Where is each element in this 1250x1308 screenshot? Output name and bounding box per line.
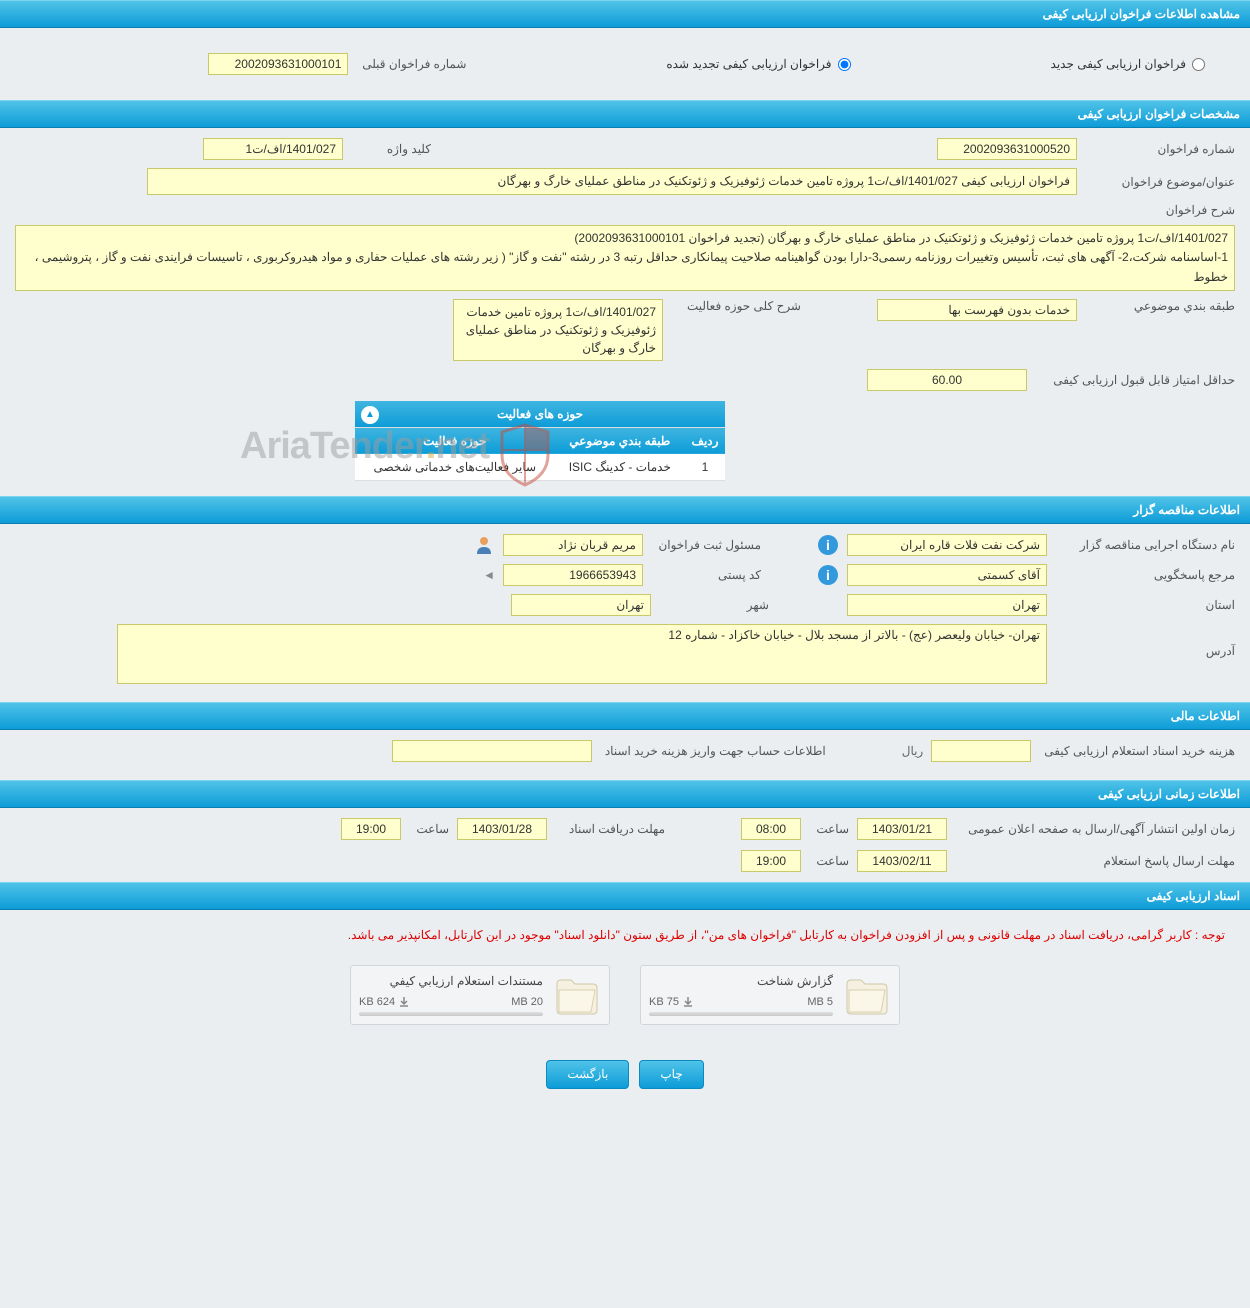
- info-icon[interactable]: i: [817, 534, 839, 556]
- doc-progress-2: [359, 1012, 543, 1016]
- doc-card-1[interactable]: گزارش شناخت 5 MB 75 KB: [640, 965, 900, 1025]
- doc-title-1: گزارش شناخت: [649, 974, 833, 988]
- reply-date: 1403/02/11: [857, 850, 947, 872]
- timing-section: زمان اولین انتشار آگهی/ارسال به صفحه اعل…: [0, 808, 1250, 882]
- city-label: شهر: [659, 598, 769, 612]
- min-score-label: حداقل امتیاز قابل قبول ارزیابی کیفی: [1035, 373, 1235, 387]
- responder-label: مرجع پاسخگویی: [1055, 568, 1235, 582]
- call-type-section: فراخوان ارزیابی کیفی جدید فراخوان ارزیاب…: [0, 28, 1250, 100]
- province-value: تهران: [847, 594, 1047, 616]
- postal-value: 1966653943: [503, 564, 643, 586]
- rial-label: ریال: [902, 744, 924, 758]
- prev-call-label: شماره فراخوان قبلی: [356, 57, 466, 71]
- announce-label: زمان اولین انتشار آگهی/ارسال به صفحه اعل…: [955, 822, 1235, 836]
- registrar-label: مسئول ثبت فراخوان: [651, 538, 761, 552]
- download-icon: [682, 996, 694, 1008]
- radio-new-call-input[interactable]: [1192, 58, 1205, 71]
- doc-progress-1: [649, 1012, 833, 1016]
- financial-section: هزینه خرید اسناد استعلام ارزیابی کیفی ری…: [0, 730, 1250, 780]
- prev-call-value: 2002093631000101: [208, 53, 348, 75]
- radio-new-call-label: فراخوان ارزیابی کیفی جدید: [1051, 57, 1186, 71]
- min-score-value: 60.00: [867, 369, 1027, 391]
- documents-section: توجه : کاربر گرامی، دریافت اسناد در مهلت…: [0, 910, 1250, 1139]
- folder-icon: [553, 974, 601, 1016]
- user-icon[interactable]: [473, 534, 495, 556]
- responder-value: آقای کسمتی: [847, 564, 1047, 586]
- print-button[interactable]: چاپ: [639, 1060, 703, 1089]
- reply-hour: 19:00: [741, 850, 801, 872]
- documents-header: اسناد ارزیابی کیفی: [0, 882, 1250, 910]
- postal-label: کد پستی: [651, 568, 761, 582]
- call-no-value: 2002093631000520: [937, 138, 1077, 160]
- receive-hour-label: ساعت: [409, 822, 449, 836]
- keyword-label: کلید واژه: [351, 142, 431, 156]
- spec-section: شماره فراخوان 2002093631000520 کلید واژه…: [0, 128, 1250, 496]
- col-row: ردیف: [685, 427, 725, 454]
- category-value: خدمات بدون فهرست بها: [877, 299, 1077, 321]
- account-value: [392, 740, 592, 762]
- receive-label: مهلت دریافت اسناد: [555, 822, 665, 836]
- warning-text: توجه : کاربر گرامی، دریافت اسناد در مهلت…: [15, 920, 1235, 950]
- receive-hour: 19:00: [341, 818, 401, 840]
- city-value: تهران: [511, 594, 651, 616]
- table-row: 1 خدمات - کدینگ ISIC سایر فعالیت‌های خدم…: [355, 454, 725, 481]
- folder-icon: [843, 974, 891, 1016]
- doc-title-2: مستندات استعلام ارزیابي کیفي: [359, 974, 543, 988]
- doc-max-2: 20 MB: [511, 996, 543, 1008]
- radio-renewed-call[interactable]: فراخوان ارزیابی کیفی تجدید شده: [666, 57, 850, 71]
- address-label: آدرس: [1055, 624, 1235, 658]
- dropdown-icon[interactable]: ◄: [483, 568, 495, 582]
- page-title-bar: مشاهده اطلاعات فراخوان ارزیابی کیفی: [0, 0, 1250, 28]
- keyword-value: 1401/027/اف/ت1: [203, 138, 343, 160]
- doc-size-1: 75 KB: [649, 996, 679, 1008]
- doc-size-2: 624 KB: [359, 996, 395, 1008]
- category-label: طبقه بندي موضوعي: [1085, 299, 1235, 313]
- collapse-icon[interactable]: ▲: [361, 406, 379, 424]
- announce-hour: 08:00: [741, 818, 801, 840]
- scope-label: شرح کلی حوزه فعالیت: [671, 299, 801, 313]
- doc-card-2[interactable]: مستندات استعلام ارزیابي کیفي 20 MB 624 K…: [350, 965, 610, 1025]
- spec-header: مشخصات فراخوان ارزیابی کیفی: [0, 100, 1250, 128]
- svg-text:i: i: [826, 537, 830, 553]
- radio-new-call[interactable]: فراخوان ارزیابی کیفی جدید: [1051, 57, 1205, 71]
- subject-value: فراخوان ارزیابی کیفی 1401/027/اف/ت1 پروژ…: [147, 168, 1077, 195]
- cost-label: هزینه خرید اسناد استعلام ارزیابی کیفی: [1039, 744, 1235, 758]
- agency-value: شرکت نفت فلات قاره ایران: [847, 534, 1047, 556]
- back-button[interactable]: بازگشت: [546, 1060, 629, 1089]
- desc-label: شرح فراخوان: [1085, 203, 1235, 217]
- col-scope: حوزه فعالیت: [355, 427, 555, 454]
- activity-table-title: حوزه های فعالیت ▲: [355, 401, 725, 428]
- scope-value: 1401/027/اف/ت1 پروژه تامین خدمات ژئوفیزی…: [453, 299, 663, 361]
- reply-hour-label: ساعت: [809, 854, 849, 868]
- col-cat: طبقه بندي موضوعي: [555, 427, 685, 454]
- announce-hour-label: ساعت: [809, 822, 849, 836]
- info-icon-2[interactable]: i: [817, 564, 839, 586]
- cost-value: [931, 740, 1031, 762]
- radio-renewed-call-input[interactable]: [838, 58, 851, 71]
- account-label: اطلاعات حساب جهت واریز هزینه خرید اسناد: [600, 744, 826, 758]
- subject-label: عنوان/موضوع فراخوان: [1085, 175, 1235, 189]
- doc-max-1: 5 MB: [807, 996, 833, 1008]
- financial-header: اطلاعات مالی: [0, 702, 1250, 730]
- agency-label: نام دستگاه اجرایی مناقصه گزار: [1055, 538, 1235, 552]
- radio-renewed-call-label: فراخوان ارزیابی کیفی تجدید شده: [666, 57, 831, 71]
- address-value: تهران- خیابان ولیعصر (عج) - بالاتر از مس…: [117, 624, 1047, 684]
- download-icon: [398, 996, 410, 1008]
- svg-text:i: i: [826, 567, 830, 583]
- page-title: مشاهده اطلاعات فراخوان ارزیابی کیفی: [1043, 7, 1240, 21]
- activity-table: حوزه های فعالیت ▲ ردیف طبقه بندي موضوعي …: [355, 401, 725, 481]
- reply-label: مهلت ارسال پاسخ استعلام: [955, 854, 1235, 868]
- call-no-label: شماره فراخوان: [1085, 142, 1235, 156]
- province-label: استان: [1055, 598, 1235, 612]
- organizer-header: اطلاعات مناقصه گزار: [0, 496, 1250, 524]
- registrar-value: مریم قربان نژاد: [503, 534, 643, 556]
- organizer-section: نام دستگاه اجرایی مناقصه گزار شرکت نفت ف…: [0, 524, 1250, 702]
- receive-date: 1403/01/28: [457, 818, 547, 840]
- announce-date: 1403/01/21: [857, 818, 947, 840]
- timing-header: اطلاعات زمانی ارزیابی کیفی: [0, 780, 1250, 808]
- desc-value: 1401/027/اف/ت1 پروژه تامین خدمات ژئوفیزی…: [15, 225, 1235, 291]
